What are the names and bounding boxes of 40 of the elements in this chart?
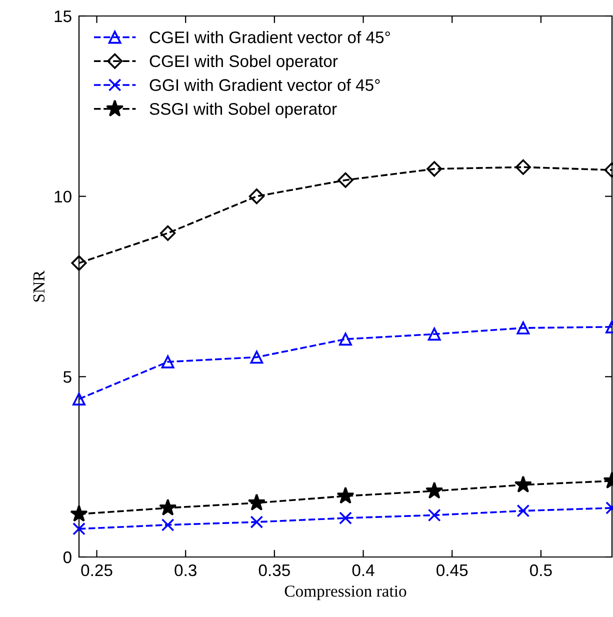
point: [159, 498, 177, 516]
point: [250, 350, 264, 364]
point: [72, 392, 86, 406]
point: [338, 172, 354, 188]
x-tick-label: 0.25: [81, 564, 112, 576]
point: [72, 522, 86, 536]
point: [339, 332, 352, 346]
point: [428, 328, 441, 341]
x-tick-label: 0.3: [174, 564, 196, 576]
point: [428, 508, 441, 522]
point: [161, 518, 174, 532]
x-tick-label: 0.45: [436, 564, 468, 576]
x-axis-title: Compression ratio: [284, 586, 406, 600]
point: [515, 159, 531, 175]
point: [70, 504, 88, 522]
y-tick-label: 10: [54, 190, 72, 203]
y-tick-label: 5: [63, 371, 72, 383]
point: [248, 494, 266, 511]
point: [336, 486, 354, 504]
y-tick-label: 0: [63, 551, 72, 564]
point: [516, 322, 530, 334]
point: [71, 255, 87, 271]
point: [426, 482, 444, 499]
point: [514, 476, 532, 493]
y-tick-label: 15: [54, 10, 72, 22]
legend-label: CGEI with Gradient vector of 45°: [150, 31, 390, 44]
legend-label: SSGI with Sobel operator: [150, 102, 337, 118]
point: [250, 516, 264, 528]
x-tick-label: 0.5: [530, 564, 552, 576]
legend-label: GGI with Gradient vector of 45°: [150, 78, 380, 91]
y-axis-title: SNR: [33, 270, 45, 302]
point: [426, 161, 442, 177]
point: [516, 504, 530, 518]
x-tick-label: 0.4: [352, 564, 374, 576]
point: [161, 355, 174, 368]
point: [248, 188, 264, 204]
x-tick-label: 0.35: [258, 564, 290, 576]
point: [160, 225, 176, 241]
point: [339, 512, 352, 525]
legend-label: CGEI with Sobel operator: [150, 54, 338, 70]
